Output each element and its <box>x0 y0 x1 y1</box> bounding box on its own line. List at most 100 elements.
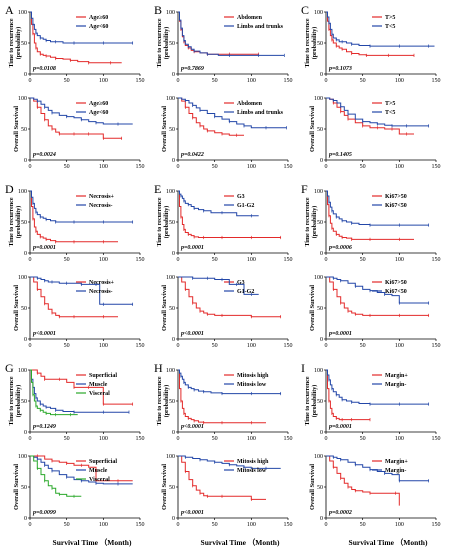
panel-c-recurrence-xtick-label: 0 <box>325 78 328 84</box>
panel-h-recurrence-series-mitosis-low-legend-label: Mitosis low <box>237 382 267 388</box>
panel-b-recurrence-ylabel-line2: (probability) <box>163 27 170 60</box>
panel-d-os-xtick-label: 50 <box>64 343 70 349</box>
panel-i-recurrence: 0 50 100 0 50 100 150 Time to recurrence (probab… <box>305 368 441 442</box>
panel-c-os-ylabel: Overall Survival <box>309 106 316 152</box>
panel-b-os: 0 50 100 0 50 100 150 Overall Survival Abdomen Li… <box>161 96 293 170</box>
panel-b-os-ylabel: Overall Survival <box>161 106 168 152</box>
panel-f-recurrence-xtick-label: 150 <box>432 257 441 263</box>
panel-g-os-xtick-label: 50 <box>64 522 70 528</box>
panel-h-os-ytick-label: 100 <box>166 454 175 460</box>
panel-i-os-xtick-label: 0 <box>325 522 328 528</box>
panel-a-recurrence: 0 50 100 0 50 100 150 Time to recurrence (probab… <box>9 10 145 84</box>
panel-d-recurrence-p-value: p=0.0001 <box>32 245 56 251</box>
panel-c-recurrence-xtick-label: 150 <box>432 78 441 84</box>
panel-d-recurrence-ylabel-line2: (probability) <box>15 206 22 239</box>
panel-c-os-series-t-5-legend-label: T<5 <box>385 110 395 116</box>
panel-c-os-ytick-label: 0 <box>320 158 323 164</box>
panel-e-recurrence-ylabel-line2: (probability) <box>163 206 170 239</box>
panel-f-os-xtick-label: 100 <box>395 343 404 349</box>
panel-f-recurrence-xtick-label: 50 <box>360 257 366 263</box>
panel-c-recurrence: 0 50 100 0 50 100 150 Time to recurrence (probab… <box>305 10 441 84</box>
panel-c-recurrence-series-t-5-legend-label: T>5 <box>385 15 395 21</box>
panel-e-recurrence-xtick-label: 100 <box>247 257 256 263</box>
panel-a-os-xtick-label: 100 <box>99 164 108 170</box>
panel-d-recurrence-xtick-label: 0 <box>29 257 32 263</box>
panel-d-recurrence-series-necrosis--legend-label: Necrosis+ <box>89 194 115 200</box>
panel-e-os-xtick-label: 100 <box>247 343 256 349</box>
panel-i-recurrence-series-margin--legend-label: Margin+ <box>385 373 408 379</box>
panel-b-recurrence-series-limbs-and-trunks-legend-label: Limbs and trunks <box>237 24 284 30</box>
panel-h-os-ytick-label: 0 <box>172 516 175 522</box>
panel-g-os-xtick-label: 100 <box>99 522 108 528</box>
panel-a-os: 0 50 100 0 50 100 150 Overall Survival Age≥60 Age… <box>13 96 145 170</box>
panel-h-recurrence-ylabel-line2: (probability) <box>163 385 170 418</box>
panel-f-os-ylabel: Overall Survival <box>309 285 316 331</box>
panel-e-recurrence-series-g1-g2-curve <box>178 190 259 217</box>
panel-a-os-series-age-60-legend-label: Age<60 <box>89 110 108 116</box>
panel-h-recurrence: 0 50 100 0 50 100 150 Time to recurrence (probab… <box>157 368 293 442</box>
panel-i-recurrence-ylabel-line2: (probability) <box>311 385 318 418</box>
panel-e-os-p-value: p<0.0001 <box>180 331 204 337</box>
panel-f-recurrence: 0 50 100 0 50 100 150 Time to recurrence (probab… <box>305 189 441 263</box>
panel-f-recurrence-ylabel-line1: Time to recurrence <box>305 197 311 246</box>
panel-f-os-series-ki67-50-curve <box>326 276 429 304</box>
panel-h-os-p-value: p<0.0001 <box>180 510 204 516</box>
panel-e-recurrence-ytick-label: 50 <box>169 220 175 226</box>
panel-e-recurrence-xtick-label: 0 <box>177 257 180 263</box>
panel-d-recurrence-series-necrosis--curve <box>30 190 133 223</box>
panel-i-recurrence-series-margin--curve <box>326 369 370 421</box>
panel-g-os: 0 50 100 0 50 100 150 Overall Survival Superfici… <box>13 454 145 528</box>
panel-i-recurrence-series-margin--legend-label: Margin- <box>385 382 406 388</box>
panel-f-os-series-ki67-50-curve <box>326 276 429 316</box>
panel-c-os-xtick-label: 50 <box>360 164 366 170</box>
panel-h-os-xtick-label: 150 <box>284 522 293 528</box>
panel-f-recurrence-p-value: p=0.0006 <box>328 245 352 251</box>
panel-b-os-xtick-label: 0 <box>177 164 180 170</box>
panel-g-os-xtick-label: 150 <box>136 522 145 528</box>
panel-g-recurrence-ytick-label: 50 <box>21 399 27 405</box>
panel-i-os-xtick-label: 150 <box>432 522 441 528</box>
panel-c-recurrence-series-t-5-curve <box>326 11 414 56</box>
panel-letter-G: G <box>5 361 14 375</box>
panel-d-recurrence-xtick-label: 50 <box>64 257 70 263</box>
panel-h-recurrence-xtick-label: 0 <box>177 436 180 442</box>
panel-h-os-series-mitosis-low-curve <box>178 455 281 469</box>
panel-h-os-series-mitosis-high-curve <box>178 455 266 500</box>
panel-i-recurrence-xtick-label: 50 <box>360 436 366 442</box>
panel-a-os-ylabel: Overall Survival <box>13 106 20 152</box>
panel-h-os-series-mitosis-low-legend-label: Mitosis low <box>237 468 267 474</box>
panel-a-recurrence-ytick-label: 100 <box>18 10 27 16</box>
panel-b-recurrence: 0 50 100 0 50 100 150 Time to recurrence (probab… <box>157 10 293 84</box>
panel-e-recurrence-series-g3-legend-label: G3 <box>237 194 245 200</box>
panel-c-os-series-t-5-legend-label: T>5 <box>385 101 395 107</box>
panel-i-os-ytick-label: 50 <box>317 485 323 491</box>
panel-c-recurrence-ylabel-line1: Time to recurrence <box>305 18 311 67</box>
panel-e-os-ytick-label: 50 <box>169 306 175 312</box>
panel-b-os-series-abdomen-curve <box>178 97 244 136</box>
panel-g-recurrence-xtick-label: 50 <box>64 436 70 442</box>
panel-e-os: 0 50 100 0 50 100 150 Overall Survival G3 G1-G2 p<… <box>161 275 293 349</box>
panel-a-recurrence-xtick-label: 150 <box>136 78 145 84</box>
panel-c-recurrence-ytick-label: 0 <box>320 72 323 78</box>
panel-letter-E: E <box>154 182 161 196</box>
panel-e-os-ylabel: Overall Survival <box>161 285 168 331</box>
panel-g-os-series-muscle-legend-label: Muscle <box>89 468 108 474</box>
panel-g-recurrence-p-value: p=0.1249 <box>32 424 56 430</box>
panel-d-os-xtick-label: 150 <box>136 343 145 349</box>
panel-g-recurrence-series-superficial-curve <box>30 369 133 405</box>
panel-e-recurrence-series-g1-g2-legend-label: G1-G2 <box>237 203 254 209</box>
panel-c-recurrence-series-t-5-curve <box>326 11 435 47</box>
panel-e-os-xtick-label: 0 <box>177 343 180 349</box>
panel-a-recurrence-xtick-label: 0 <box>29 78 32 84</box>
panel-letter-A: A <box>5 3 14 17</box>
panel-f-os-xtick-label: 150 <box>432 343 441 349</box>
panel-a-os-ytick-label: 50 <box>21 127 27 133</box>
panel-h-os-xtick-label: 100 <box>247 522 256 528</box>
panel-letter-F: F <box>301 182 308 196</box>
panel-b-os-ytick-label: 50 <box>169 127 175 133</box>
panel-i-os-series-margin--legend-label: Margin+ <box>385 459 408 465</box>
panel-letter-D: D <box>5 182 14 196</box>
xlabel-col-2: Survival Time （Month) <box>201 537 280 547</box>
panel-e-recurrence-xtick-label: 50 <box>212 257 218 263</box>
panel-f-recurrence-ytick-label: 50 <box>317 220 323 226</box>
